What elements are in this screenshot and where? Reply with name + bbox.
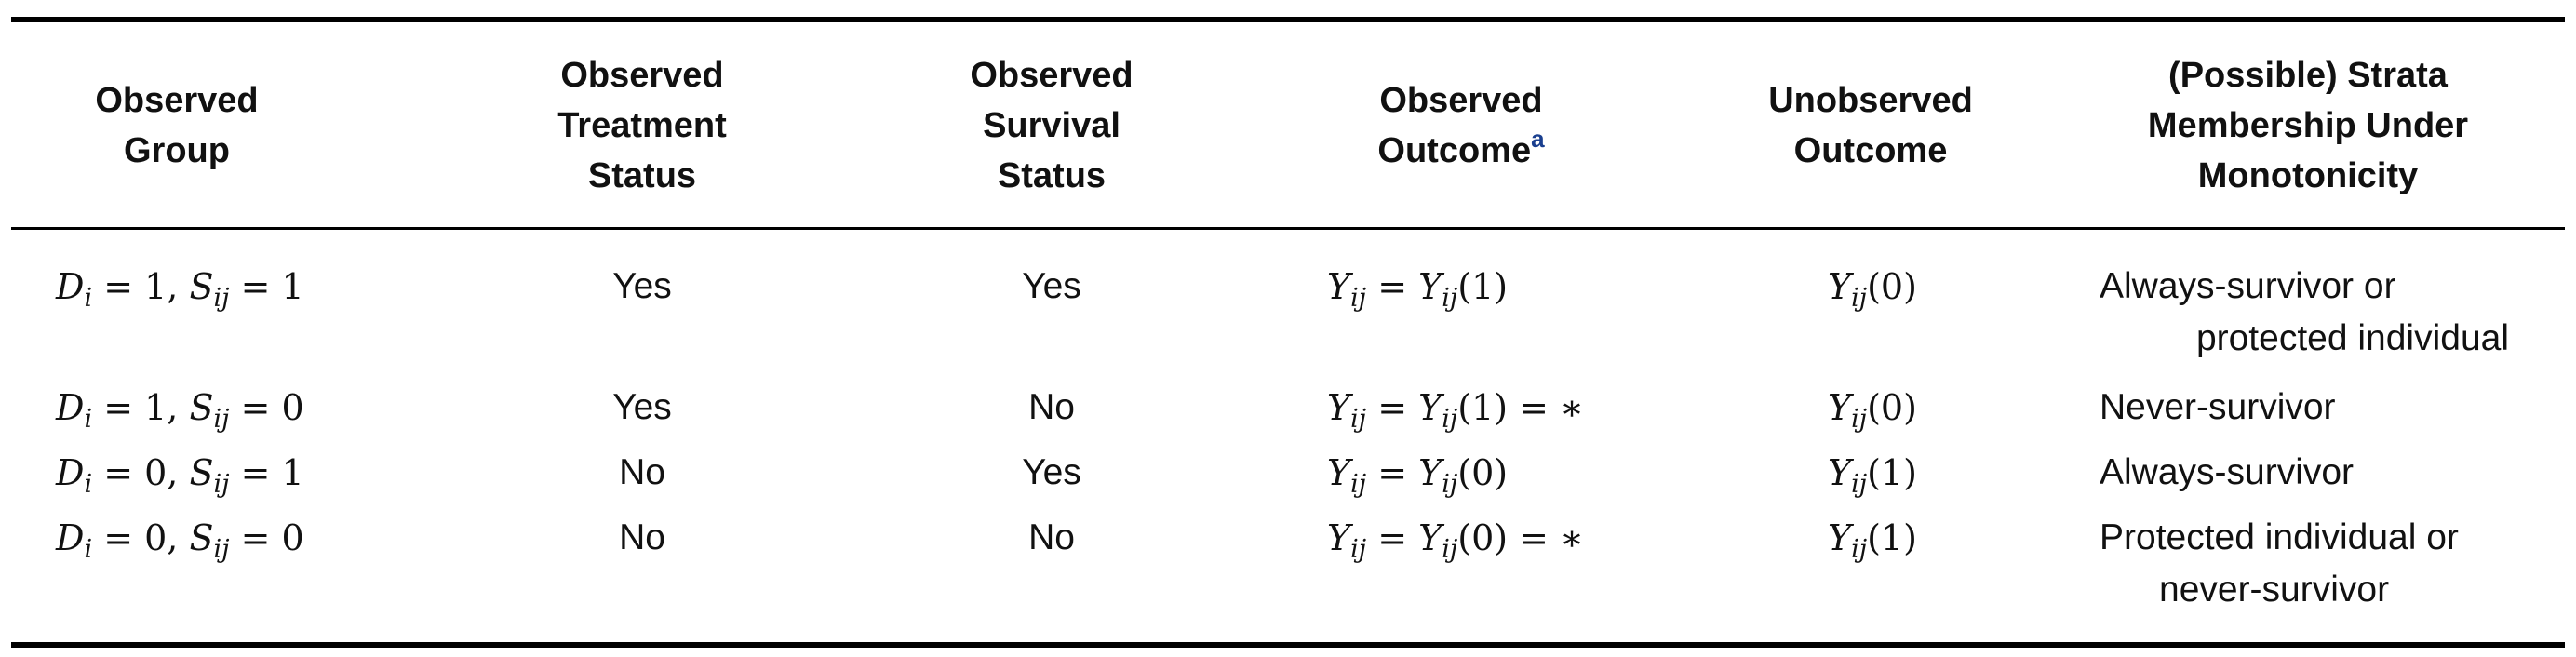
table-row-1-treatment: Yes [612, 266, 672, 306]
table-row-3-group: Di = 0, Sij = 1 [56, 452, 304, 499]
table-row-1-survival: Yes [1022, 266, 1081, 306]
table-row-1-strata: Always-survivor or protected individual [2100, 266, 2509, 358]
table-bottom-rule [11, 642, 2565, 648]
table-row-1-group: Di = 1, Sij = 1 [56, 266, 304, 313]
table-row-4-observed-outcome: Yij = Yij(0) = ∗ [1327, 517, 1584, 564]
table-row-1-observed-outcome: Yij = Yij(1) [1327, 266, 1509, 313]
table-row-4-unobserved-outcome: Yij(1) [1828, 517, 1917, 564]
table-row-4-treatment: No [619, 517, 665, 557]
table-row-3-treatment: No [619, 452, 665, 492]
table-row-2-survival: No [1028, 387, 1075, 427]
table-row-3-unobserved-outcome: Yij(1) [1828, 452, 1917, 499]
table-row-4-group: Di = 0, Sij = 0 [56, 517, 304, 564]
header-survival-status: Observed Survival Status [970, 56, 1134, 195]
table-top-rule [11, 17, 2565, 22]
table-row-2-unobserved-outcome: Yij(0) [1828, 387, 1917, 434]
table-row-2-group: Di = 1, Sij = 0 [56, 387, 304, 434]
table-row-2-observed-outcome: Yij = Yij(1) = ∗ [1327, 387, 1584, 434]
table-row-1-unobserved-outcome: Yij(0) [1828, 266, 1917, 313]
table-row-4-survival: No [1028, 517, 1075, 557]
table-row-3-strata: Always-survivor [2100, 452, 2355, 492]
header-observed-outcome: Observed Outcomea [1377, 81, 1545, 170]
table-header-rule [11, 227, 2565, 230]
footnote-marker-a[interactable]: a [1531, 125, 1545, 153]
header-unobserved-outcome: Unobserved Outcome [1768, 81, 1973, 170]
table-row-2-treatment: Yes [612, 387, 672, 427]
table-row-4-strata: Protected individual or never-survivor [2100, 517, 2459, 610]
header-strata-membership: (Possible) Strata Membership Under Monoton… [2147, 56, 2469, 195]
table-row-3-observed-outcome: Yij = Yij(0) [1327, 452, 1509, 499]
header-treatment-status: Observed Treatment Status [557, 56, 727, 195]
table-row-3-survival: Yes [1022, 452, 1081, 492]
table-row-2-strata: Never-survivor [2100, 387, 2336, 427]
header-observed-group: Observed Group [95, 81, 259, 170]
